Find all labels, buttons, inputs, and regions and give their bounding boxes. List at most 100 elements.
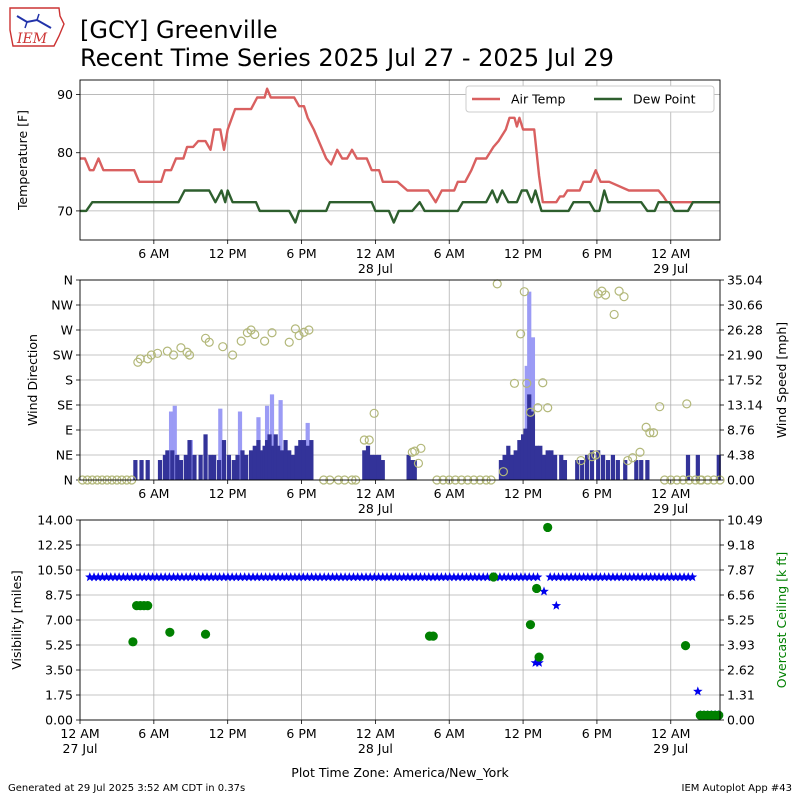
visibility-point [340,572,350,582]
wind-direction-point [628,453,638,463]
visibility-point [532,572,543,582]
wind-speed-bar [716,454,721,480]
visibility-point [545,572,555,582]
visibility-point [219,572,229,582]
wind-xtick-label: 12 PM [209,486,247,501]
wind-speed-bar [183,454,188,480]
wind-speed-bar [301,440,307,480]
visibility-point [97,572,108,582]
visibility-point [539,586,549,596]
wind-speed-bar [264,440,270,480]
visibility-point [516,572,526,582]
temp-xtick-label: 6 AM [434,246,465,261]
wind-speed-tick-label: 13.14 [727,398,763,413]
wind-direction-point [525,407,536,417]
app-footer: IEM Autoplot App #43 [681,783,792,794]
visibility-point [265,572,275,582]
wind-speed-bar [520,434,526,480]
wind-direction-point [416,443,426,453]
visibility-point [650,572,660,582]
wind-xtick-label: 28 Jul [358,501,393,516]
wind-direction-point [492,279,502,289]
visibility-point [306,572,317,582]
visibility-point [143,572,154,582]
wind-direction-point [168,350,179,360]
visibility-point [465,572,476,582]
visibility-point [549,572,560,582]
ceiling-point [543,522,553,533]
visibility-point [281,572,292,582]
wind-speed-bar [596,450,601,480]
wind-direction-point [509,378,520,388]
wind-speed-bar [513,450,518,480]
vis-xtick-label: 12 PM [209,726,247,741]
vis-xtick-label: 12 AM [651,726,690,741]
ceiling-point [714,710,724,720]
wind-speed-bar [244,454,249,480]
wind-speed-bar [216,460,222,480]
visibility-point [168,572,179,582]
wind-direction-point [516,329,526,339]
wind-xtick-label: 6 AM [434,486,465,501]
visibility-point [156,572,166,582]
visibility-point [562,572,572,582]
visibility-point [511,572,522,582]
vis-tick-label: 10.50 [37,563,73,578]
vis-xtick-label: 6 AM [434,726,465,741]
wind-dir-tick-label: E [65,423,73,438]
visibility-point [319,572,329,582]
wind-speed-bar [198,454,203,480]
wind-dir-tick-label: SW [53,348,73,363]
wind-speed-bar [365,445,371,480]
wind-direction-point [152,348,163,358]
visibility-point [419,572,430,582]
wind-speed-bar [256,440,261,480]
wind-gust-bar [278,400,283,480]
wind-dir-tick-label: W [61,323,73,338]
visibility-point [327,572,338,582]
temp-ylabel: Temperature [F] [15,110,30,211]
visibility-point [482,572,493,582]
visibility-point [311,572,321,582]
wind-direction-point [359,435,369,445]
visibility-point [534,657,544,667]
visibility-point [407,572,417,582]
visibility-point [507,572,518,582]
wind-speed-bar [298,440,303,480]
wind-xtick-label: 12 AM [356,486,395,501]
wind-direction-point [543,403,553,413]
vis-tick-label: 14.00 [37,513,73,528]
visibility-point [202,572,212,582]
wind-speed-bar [221,440,227,480]
wind-speed-tick-label: 21.90 [727,348,763,363]
visibility-point [315,572,325,582]
wind-speed-bar [262,445,267,480]
wind-speed-bar [279,450,284,480]
wind-direction-point [284,337,294,347]
vis-xlabel: Plot Time Zone: America/New_York [291,765,509,780]
visibility-point [214,572,225,582]
wind-direction-point [364,435,374,445]
visibility-point [616,572,626,582]
visibility-point [675,572,685,582]
wind-speed-bar [534,445,539,480]
visibility-point [386,572,396,582]
visibility-point [198,572,208,582]
visibility-point [461,572,472,582]
visibility-point [566,572,576,582]
wind-speed-bar [248,450,254,480]
visibility-point [244,572,254,582]
wind-speed-bar [203,434,208,480]
temp-xtick-label: 6 PM [286,246,316,261]
visibility-point [558,572,568,582]
visibility-point [181,572,191,582]
visibility-point [344,572,354,582]
wind-dir-tick-label: SE [57,398,73,413]
temp-frame [79,79,721,241]
temp-legend-box [465,85,715,113]
visibility-point [658,572,668,582]
visibility-point [662,572,673,582]
visibility-point [173,572,183,582]
wind-speed-bar [562,460,568,480]
